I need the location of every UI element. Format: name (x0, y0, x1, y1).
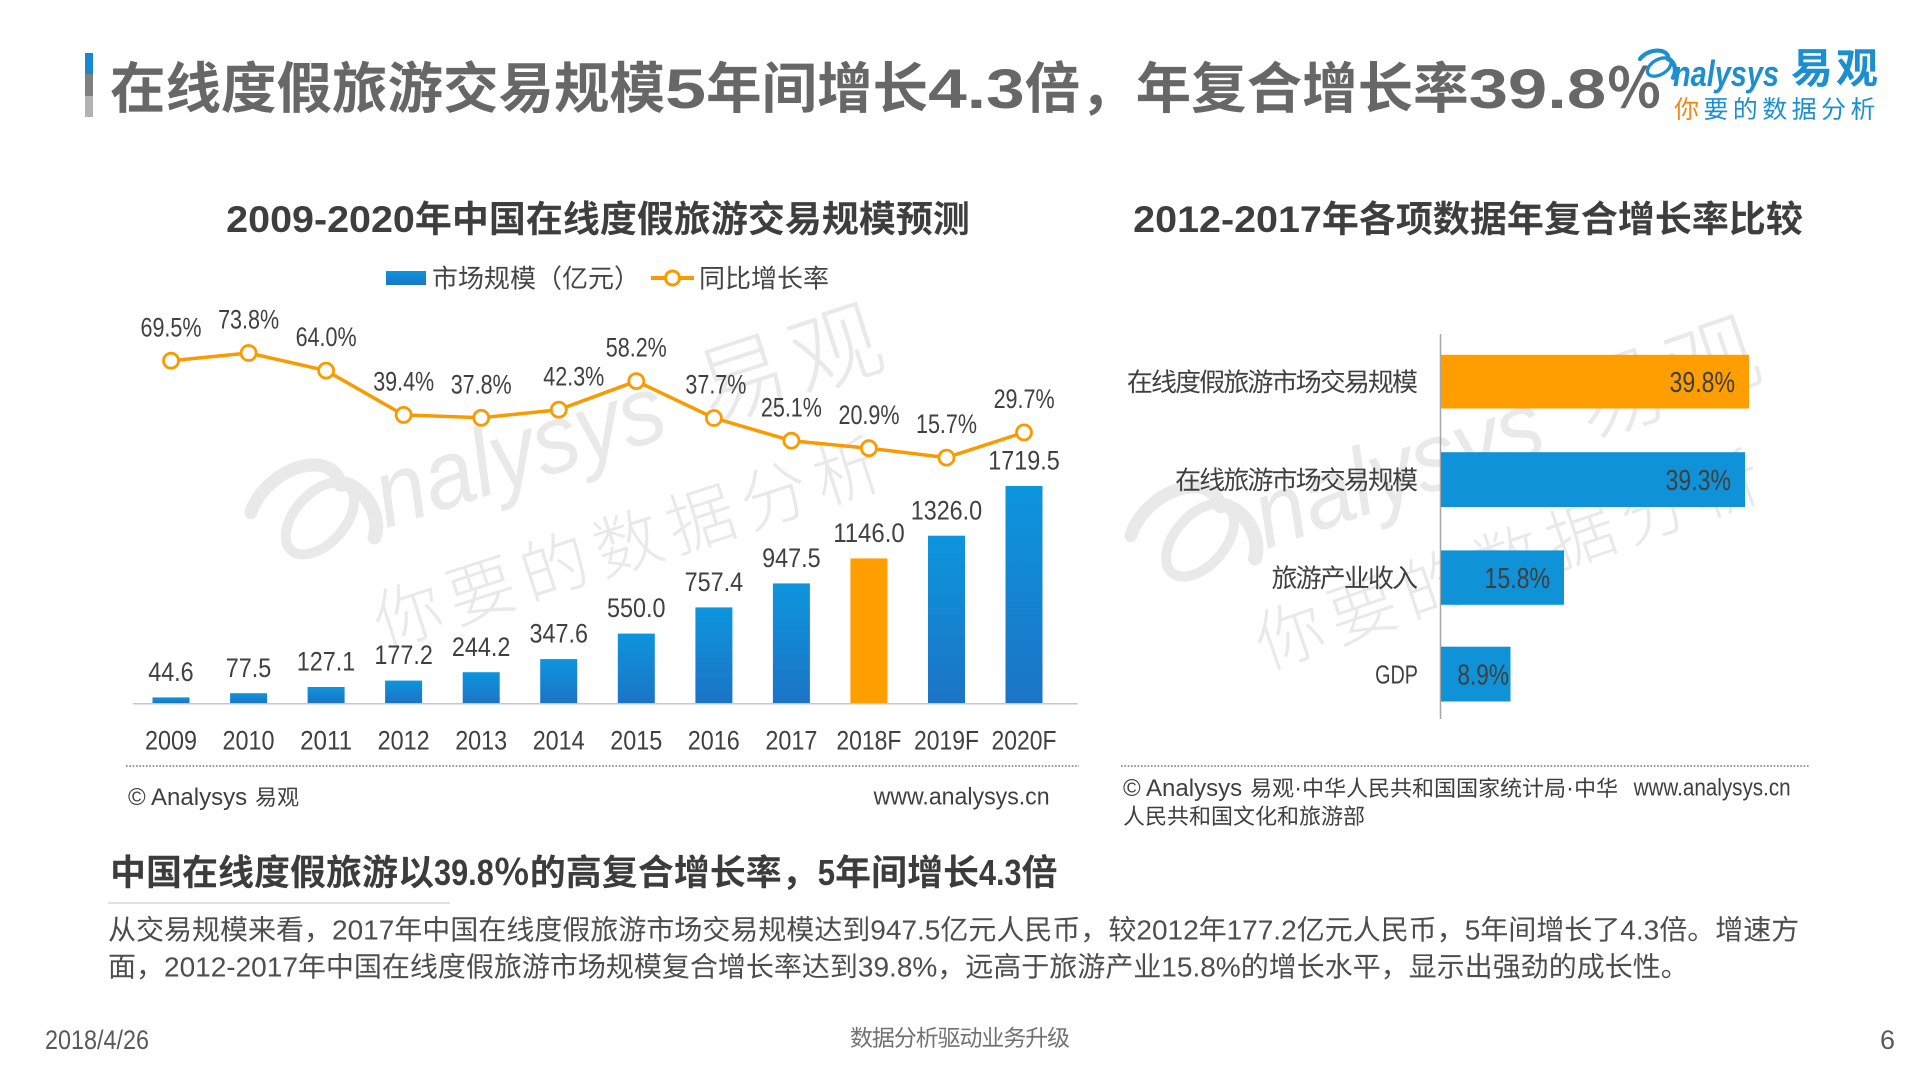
svg-text:37.7%: 37.7% (685, 370, 746, 400)
svg-text:947.5: 947.5 (870, 915, 940, 946)
svg-text:39.3%: 39.3% (1666, 465, 1732, 497)
svg-text:29.7%: 29.7% (994, 384, 1055, 414)
svg-text:4.3: 4.3 (1620, 915, 1659, 946)
svg-text:2011: 2011 (300, 726, 352, 756)
svg-text:15.8%: 15.8% (1161, 952, 1240, 983)
svg-text:39.8%: 39.8% (1670, 367, 1736, 399)
svg-text:2010: 2010 (223, 726, 275, 756)
svg-text:244.2: 244.2 (452, 632, 511, 662)
svg-text:·: · (1566, 775, 1574, 802)
svg-text:4.3: 4.3 (928, 58, 1025, 120)
svg-text:© Analysys: © Analysys (128, 784, 247, 811)
svg-text:2009-2020: 2009-2020 (226, 199, 415, 240)
svg-text:2012-2017: 2012-2017 (164, 952, 298, 983)
svg-text:347.6: 347.6 (530, 619, 589, 649)
svg-text:69.5%: 69.5% (141, 312, 202, 342)
svg-text:5: 5 (1465, 915, 1481, 946)
svg-text:2017: 2017 (332, 915, 394, 946)
svg-text:www.analysys.cn: www.analysys.cn (873, 784, 1050, 811)
svg-text:2017: 2017 (765, 726, 817, 756)
svg-text:2012-2017: 2012-2017 (1133, 199, 1322, 240)
svg-text:5: 5 (665, 58, 706, 120)
svg-text:2014: 2014 (533, 726, 585, 756)
svg-text:177.2: 177.2 (374, 640, 433, 670)
svg-text:2013: 2013 (455, 726, 507, 756)
svg-text:2019F: 2019F (914, 726, 979, 756)
svg-text:25.1%: 25.1% (761, 392, 822, 422)
svg-text:757.4: 757.4 (685, 567, 744, 597)
svg-text:GDP: GDP (1375, 660, 1418, 690)
svg-text:64.0%: 64.0% (296, 322, 357, 352)
svg-text:2020F: 2020F (992, 726, 1057, 756)
svg-text:1719.5: 1719.5 (988, 446, 1060, 476)
svg-text:20.9%: 20.9% (839, 400, 900, 430)
svg-text:39.4%: 39.4% (373, 367, 434, 397)
svg-text:127.1: 127.1 (297, 647, 356, 677)
svg-text:2009: 2009 (145, 726, 197, 756)
svg-text:© Analysys: © Analysys (1123, 775, 1242, 802)
svg-text:nalysys: nalysys (1673, 53, 1779, 94)
svg-text:37.8%: 37.8% (451, 369, 512, 399)
svg-text:5: 5 (818, 852, 835, 893)
svg-text:2015: 2015 (610, 726, 662, 756)
svg-text:39.8%: 39.8% (858, 952, 937, 983)
svg-text:550.0: 550.0 (607, 593, 666, 623)
svg-text:58.2%: 58.2% (606, 333, 667, 363)
svg-text:www.analysys.cn: www.analysys.cn (1633, 775, 1791, 802)
svg-text:2012: 2012 (378, 726, 430, 756)
svg-text:15.8%: 15.8% (1485, 563, 1551, 595)
svg-text:77.5: 77.5 (226, 653, 271, 683)
svg-text:2012: 2012 (1136, 915, 1198, 946)
svg-text:4.3: 4.3 (979, 852, 1022, 893)
svg-text:1146.0: 1146.0 (833, 518, 905, 548)
svg-text:8.9%: 8.9% (1457, 659, 1509, 691)
svg-text:2016: 2016 (688, 726, 740, 756)
svg-text:44.6: 44.6 (148, 657, 194, 687)
svg-text:·: · (1294, 775, 1302, 802)
svg-text:42.3%: 42.3% (543, 361, 604, 391)
svg-text:15.7%: 15.7% (916, 409, 977, 439)
svg-text:73.8%: 73.8% (218, 305, 279, 335)
svg-text:2018F: 2018F (836, 726, 901, 756)
svg-text:947.5: 947.5 (762, 543, 821, 573)
svg-text:39.8: 39.8 (434, 852, 494, 893)
svg-text:6: 6 (1880, 1025, 1895, 1055)
svg-text:1326.0: 1326.0 (911, 495, 983, 525)
svg-text:2018/4/26: 2018/4/26 (45, 1025, 149, 1055)
svg-text:177.2: 177.2 (1227, 915, 1297, 946)
svg-text:39.8: 39.8 (1469, 58, 1607, 120)
